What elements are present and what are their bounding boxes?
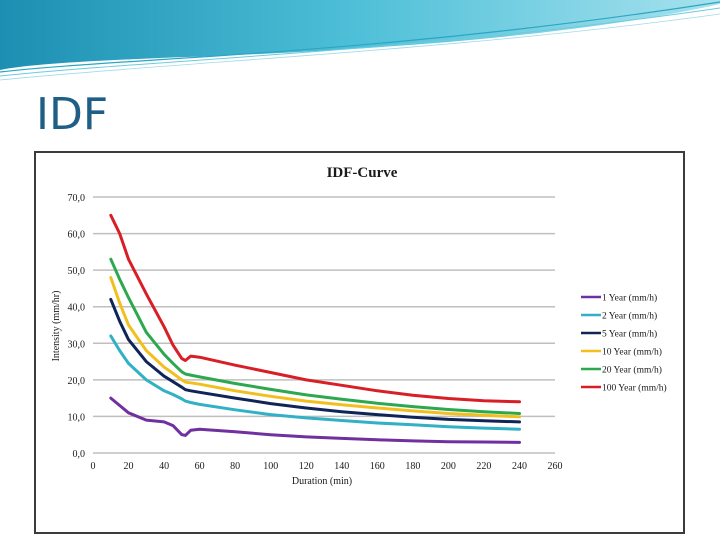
y-tick-label: 60,0 <box>68 230 86 241</box>
legend-label: 100 Year (mm/h) <box>602 383 667 394</box>
x-tick-label: 40 <box>159 461 169 472</box>
x-tick-label: 20 <box>124 461 134 472</box>
series-line <box>109 213 521 404</box>
series-lines <box>109 213 521 444</box>
y-tick-label: 10,0 <box>68 412 86 423</box>
x-tick-label: 260 <box>548 461 563 472</box>
x-axis-label: Duration (min) <box>292 476 352 487</box>
x-tick-label: 240 <box>512 461 527 472</box>
x-tick-label: 140 <box>334 461 349 472</box>
y-tick-label: 50,0 <box>68 266 86 277</box>
legend: 1 Year (mm/h) 2 Year (mm/h) 5 Year (mm/h) 1… <box>581 293 667 394</box>
y-tick-label: 30,0 <box>68 339 86 350</box>
idf-chart: IDF-Curve 0,0 10,0 20,0 30,0 40,0 50,0 60,0 70,… <box>51 165 667 487</box>
series-line <box>109 257 521 415</box>
x-tick-label: 160 <box>370 461 385 472</box>
x-tick-label: 80 <box>230 461 240 472</box>
header-wave-decoration <box>0 0 720 81</box>
series-line <box>109 297 521 424</box>
slide-title: IDF <box>36 89 109 140</box>
y-tick-labels: 0,0 10,0 20,0 30,0 40,0 50,0 60,0 70,0 <box>68 193 86 460</box>
x-tick-label: 0 <box>91 461 96 472</box>
series-line <box>109 334 521 431</box>
legend-label: 2 Year (mm/h) <box>602 311 657 322</box>
x-tick-label: 180 <box>405 461 420 472</box>
x-tick-label: 220 <box>476 461 491 472</box>
legend-label: 10 Year (mm/h) <box>602 347 662 358</box>
legend-label: 20 Year (mm/h) <box>602 365 662 376</box>
x-tick-label: 120 <box>299 461 314 472</box>
x-tick-label: 60 <box>195 461 205 472</box>
chart-frame: IDF-Curve 0,0 10,0 20,0 30,0 40,0 50,0 60,0 70,… <box>34 151 685 534</box>
chart-title: IDF-Curve <box>327 165 398 181</box>
x-tick-label: 200 <box>441 461 456 472</box>
legend-label: 5 Year (mm/h) <box>602 329 657 340</box>
y-tick-label: 20,0 <box>68 376 86 387</box>
y-axis-label: Intensity (mm/hr) <box>51 291 62 362</box>
y-tick-label: 70,0 <box>68 193 86 204</box>
y-tick-label: 40,0 <box>68 303 86 314</box>
y-tick-label: 0,0 <box>73 449 86 460</box>
series-line <box>109 276 521 419</box>
x-tick-label: 100 <box>263 461 278 472</box>
legend-label: 1 Year (mm/h) <box>602 293 657 304</box>
series-line <box>109 396 521 444</box>
x-tick-labels: 0 20 40 60 80 100 120 140 160 180 200 220 240 260 <box>91 461 563 472</box>
